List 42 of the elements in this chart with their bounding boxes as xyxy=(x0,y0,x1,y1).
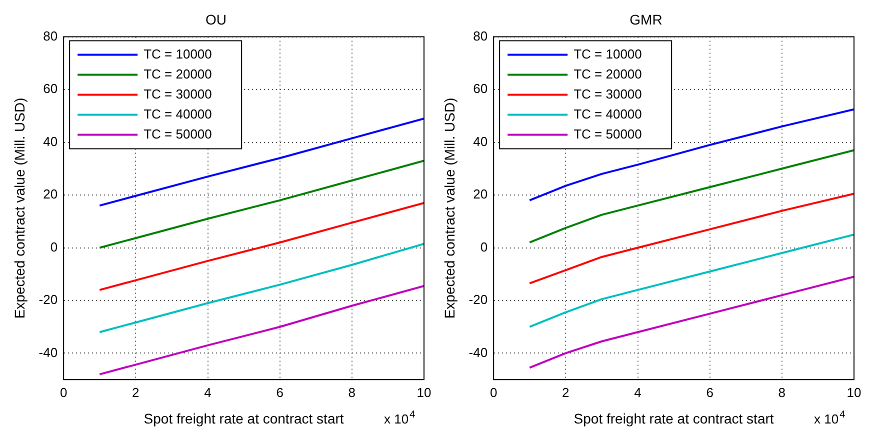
x-tick-label: 2 xyxy=(132,384,140,400)
y-tick-label: 0 xyxy=(50,239,58,254)
chart-title: OU xyxy=(206,11,226,28)
legend-label: TC = 20000 xyxy=(574,66,642,82)
y-tick-label: 40 xyxy=(43,134,58,149)
legend-label: TC = 30000 xyxy=(144,86,212,102)
legend-label: TC = 40000 xyxy=(574,106,642,122)
y-tick-label: 60 xyxy=(43,81,58,96)
legend-label: TC = 10000 xyxy=(144,46,212,62)
y-tick-label: -20 xyxy=(38,292,58,308)
y-tick-label: 20 xyxy=(43,186,58,202)
legend-label: TC = 10000 xyxy=(574,46,642,62)
x-tick-label: 10 xyxy=(846,384,862,400)
x-tick-label: 4 xyxy=(204,384,212,400)
legend-label: TC = 20000 xyxy=(144,66,212,82)
x-axis-title: Spot freight rate at contract start xyxy=(144,410,344,426)
x-tick-label: 4 xyxy=(634,384,642,400)
x-axis-title: Spot freight rate at contract start xyxy=(574,410,774,426)
y-tick-label: 60 xyxy=(473,81,488,96)
x-tick-label: 8 xyxy=(348,384,356,400)
legend-label: TC = 40000 xyxy=(144,106,212,122)
x-tick-label: 8 xyxy=(778,384,786,400)
legend-label: TC = 50000 xyxy=(144,126,212,142)
y-tick-label: 20 xyxy=(473,186,488,202)
y-tick-label: 0 xyxy=(480,239,488,254)
x-tick-label: 6 xyxy=(706,384,714,400)
y-tick-label: -40 xyxy=(38,344,58,360)
x-tick-label: 0 xyxy=(60,384,68,400)
y-axis-title: Expected contract value (Mill. USD) xyxy=(441,98,458,319)
y-tick-label: -40 xyxy=(468,344,488,360)
y-tick-label: 40 xyxy=(473,134,488,149)
x-tick-label: 0 xyxy=(490,384,498,400)
x-tick-label: 10 xyxy=(416,384,432,400)
legend-label: TC = 30000 xyxy=(574,86,642,102)
y-tick-label: 80 xyxy=(473,28,488,44)
x-tick-label: 6 xyxy=(276,384,284,400)
legend-label: TC = 50000 xyxy=(574,126,642,142)
x-tick-label: 2 xyxy=(562,384,570,400)
y-axis-title: Expected contract value (Mill. USD) xyxy=(11,98,28,319)
y-tick-label: -20 xyxy=(468,292,488,308)
y-tick-label: 80 xyxy=(43,28,58,44)
chart-title: GMR xyxy=(630,11,662,28)
